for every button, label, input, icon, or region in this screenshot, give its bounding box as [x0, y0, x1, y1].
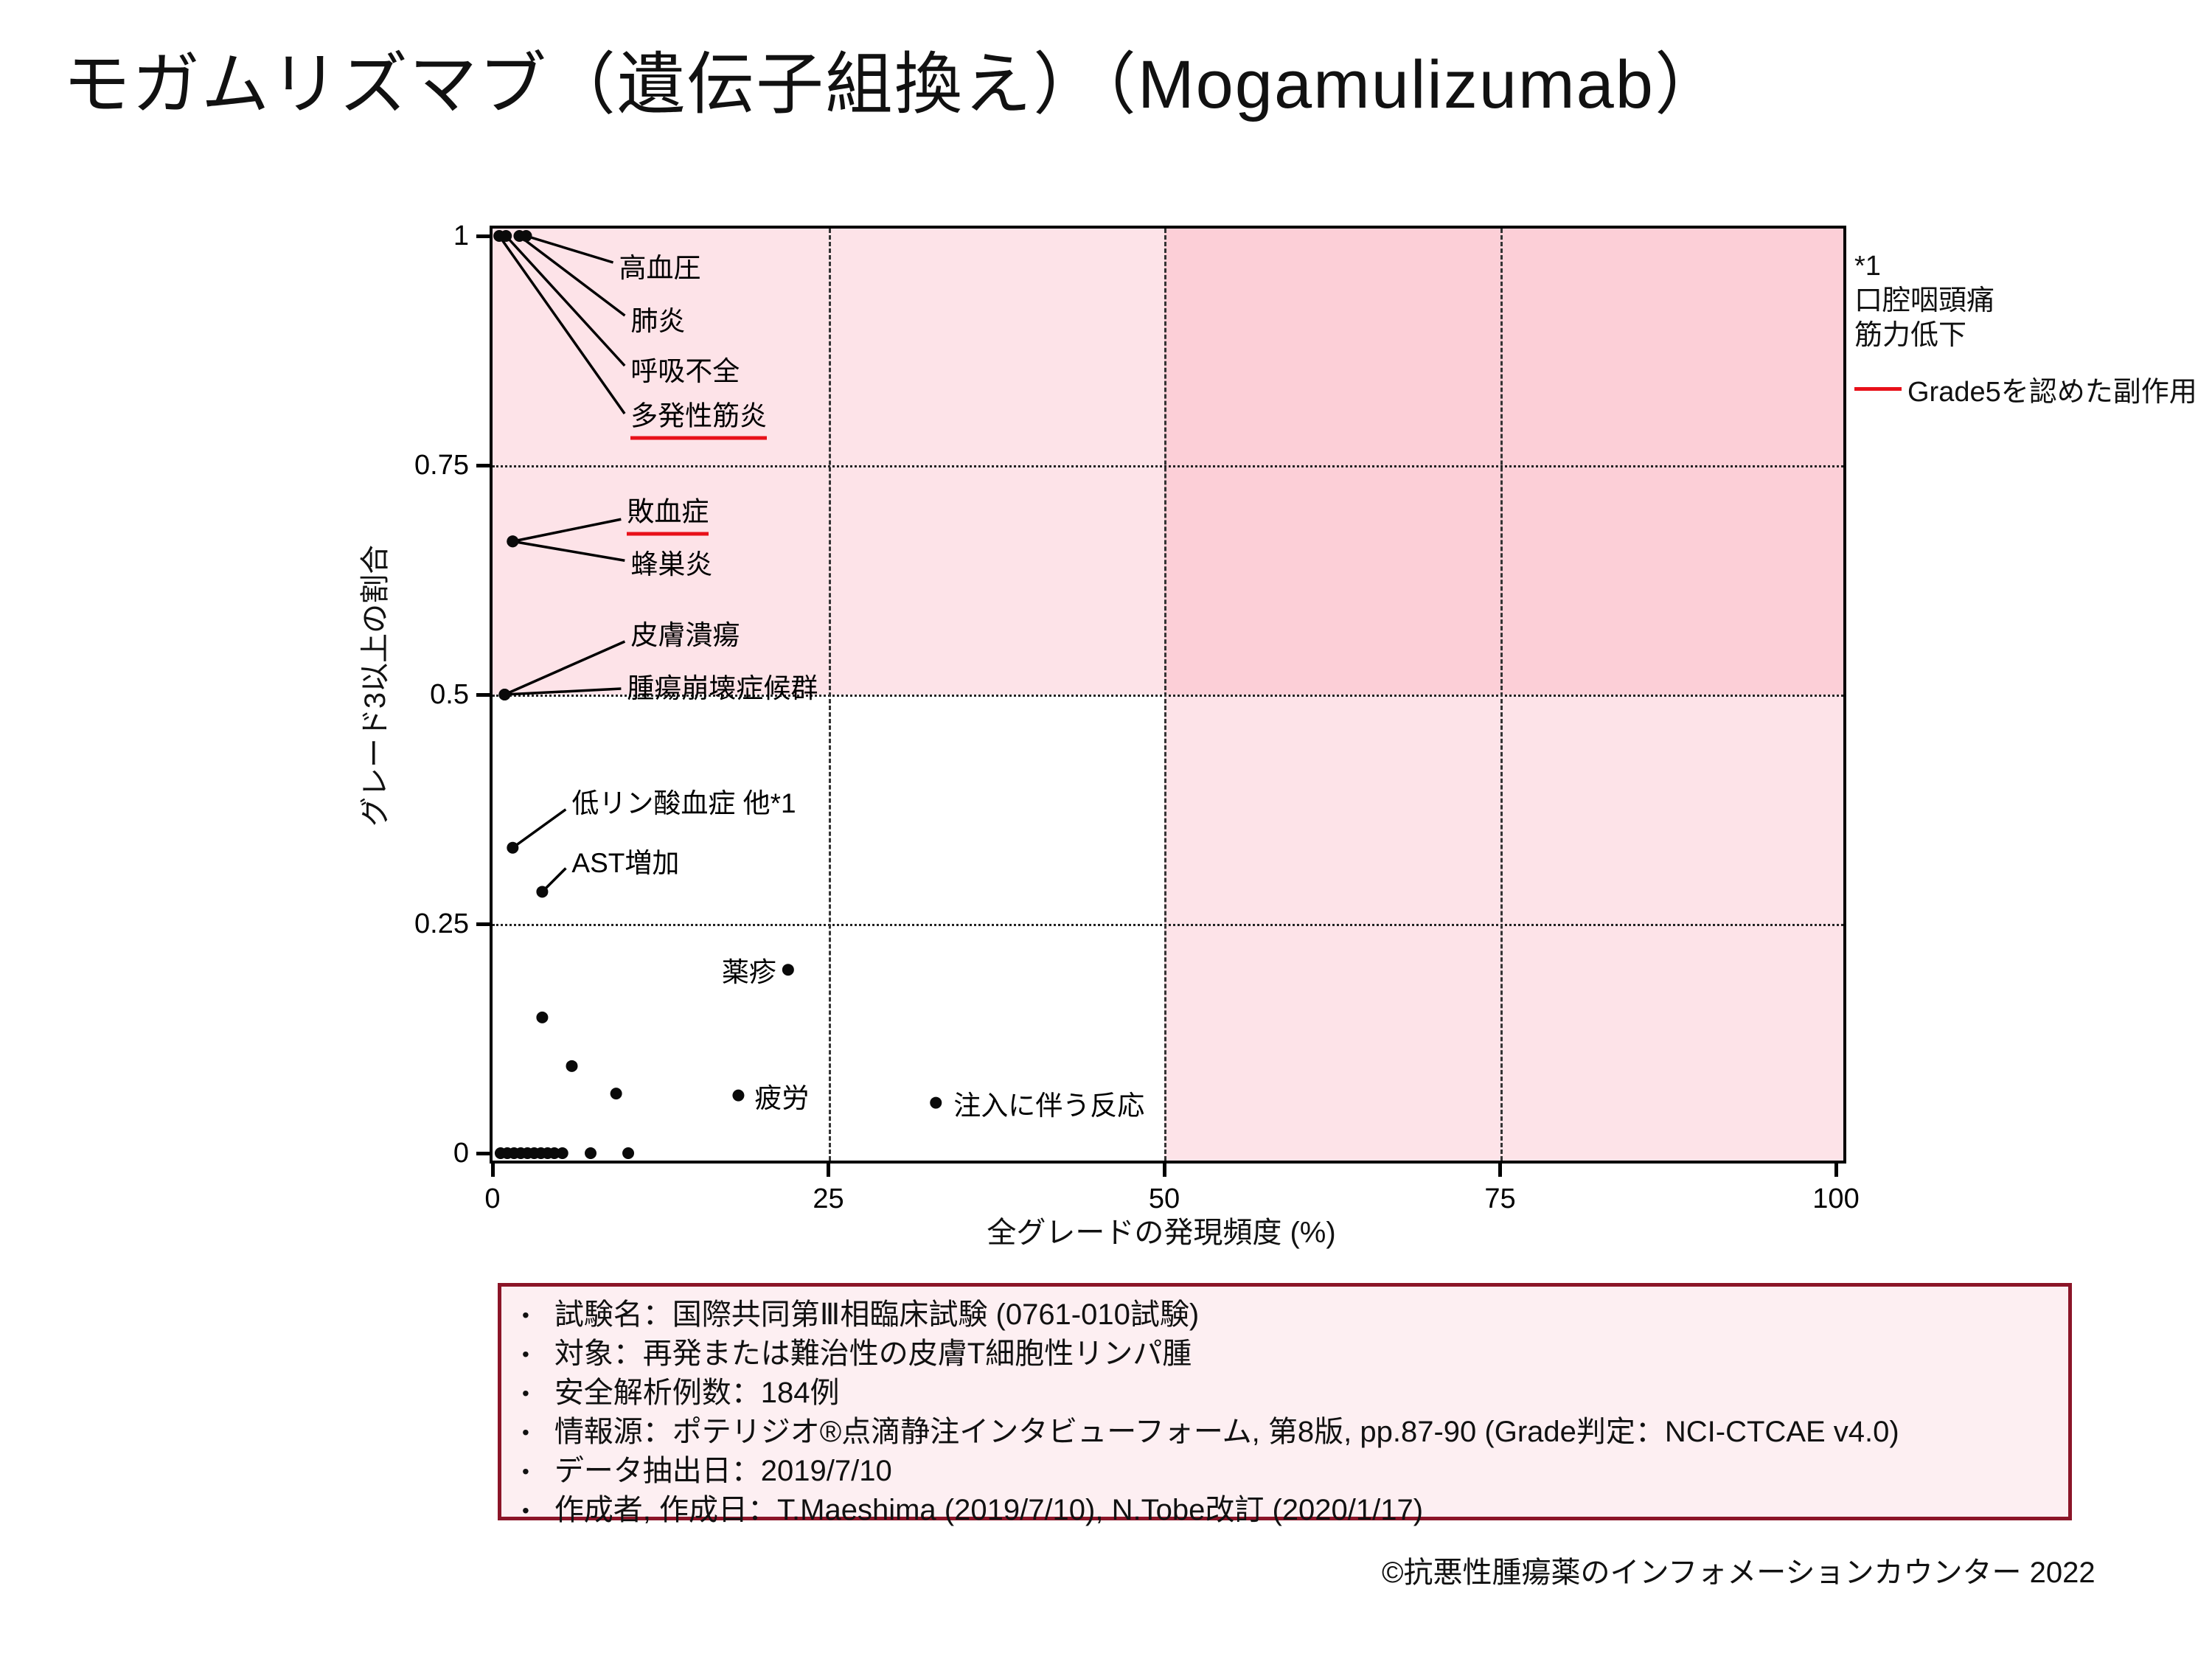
data-point-cellulitis — [507, 535, 519, 548]
info-item-subjects: 対象：再発または難治性の皮膚T細胞性リンパ腫 — [516, 1335, 2053, 1374]
point-label-fatigue: 疲労 — [754, 1082, 810, 1113]
leader-line-skin-ulcer — [504, 640, 626, 696]
point-label-hypophosphatemia: 低リン酸血症 他*1 — [571, 787, 796, 818]
study-info-list: 試験名：国際共同第Ⅲ相臨床試験 (0761-010試験) 対象：再発または難治性… — [501, 1295, 2068, 1530]
y-tick-0 — [476, 1151, 490, 1155]
data-point-pneumonia — [513, 230, 526, 242]
x-tick-label-50: 50 — [1148, 1183, 1180, 1214]
info-item-study-name: 試験名：国際共同第Ⅲ相臨床試験 (0761-010試験) — [516, 1295, 2053, 1335]
leader-line-polymyositis — [498, 234, 626, 415]
info-item-text: データ抽出日：2019/7/10 — [554, 1455, 892, 1487]
x-tick-25 — [827, 1164, 830, 1177]
x-tick-75 — [1498, 1164, 1502, 1177]
footnote-line-2: 筋力低下 — [1854, 320, 1967, 351]
x-tick-50 — [1162, 1164, 1166, 1177]
leader-line-pneumonia — [518, 234, 626, 317]
data-point-unlabeled-1 — [536, 1011, 549, 1023]
x-axis-title: 全グレードの発現頻度 (%) — [987, 1217, 1336, 1249]
risk-zone-upper-right — [1164, 229, 1843, 695]
v-gridline-75 — [1500, 229, 1503, 1161]
data-point-fatigue — [732, 1089, 745, 1102]
x-tick-label-100: 100 — [1812, 1183, 1860, 1214]
point-label-ast-increased: AST増加 — [571, 848, 680, 879]
info-item-text: 情報源：ポテリジオ®点滴静注インタビューフォーム, 第8版, pp.87-90 … — [554, 1416, 1899, 1448]
footnote-line-1: 口腔咽頭痛 — [1854, 285, 1995, 316]
leader-line-hypertension — [526, 234, 614, 264]
data-point-tumor-lysis-syndrome — [498, 689, 511, 700]
info-item-author: 作成者, 作成日：T.Maeshima (2019/7/10), N.Tobe改… — [516, 1491, 2053, 1530]
v-gridline-25 — [828, 229, 831, 1161]
footnote-block: *1 口腔咽頭痛 筋力低下 — [1854, 249, 1994, 353]
scatter-svg — [493, 230, 942, 1159]
point-label-hypertension: 高血圧 — [619, 253, 701, 283]
data-point-ast-increased — [536, 886, 549, 898]
y-tick-1 — [476, 234, 490, 238]
data-point-zero-9 — [548, 1147, 560, 1159]
y-tick-0.25 — [476, 922, 490, 926]
info-item-text: 対象：再発または難治性の皮膚T細胞性リンパ腫 — [554, 1338, 1192, 1370]
y-tick-label-0.25: 0.25 — [414, 908, 469, 939]
x-tick-label-75: 75 — [1484, 1183, 1516, 1214]
data-point-zero-11 — [585, 1147, 597, 1159]
point-label-infusion-reaction: 注入に伴う反応 — [953, 1090, 1145, 1121]
y-tick-0.75 — [476, 463, 490, 467]
point-label-sepsis: 敗血症 — [627, 490, 709, 536]
y-tick-label-0.75: 0.75 — [414, 450, 469, 481]
point-label-drug-eruption: 薬疹 — [721, 957, 776, 988]
x-tick-100 — [1834, 1164, 1838, 1177]
data-point-polymyositis — [493, 230, 506, 242]
legend-label: Grade5を認めた副作用 — [1907, 377, 2197, 408]
data-point-unlabeled-3 — [610, 1088, 622, 1100]
info-item-source: 情報源：ポテリジオ®点滴静注インタビューフォーム, 第8版, pp.87-90 … — [516, 1413, 2053, 1452]
y-tick-label-0: 0 — [453, 1138, 469, 1169]
point-label-pneumonia: 肺炎 — [630, 306, 686, 336]
v-gridline-50 — [1164, 229, 1166, 1161]
h-gridline-0.75 — [493, 465, 1843, 467]
footnote-marker: *1 — [1854, 251, 1881, 282]
h-gridline-0.25 — [493, 924, 1843, 926]
data-point-hypophosphatemia — [507, 841, 519, 854]
data-point-unlabeled-2 — [566, 1060, 578, 1072]
x-tick-label-25: 25 — [813, 1183, 844, 1214]
leader-line-cellulitis — [512, 540, 625, 562]
y-tick-label-0.5: 0.5 — [430, 679, 469, 710]
point-label-cellulitis: 蜂巣炎 — [630, 549, 713, 580]
y-tick-0.5 — [476, 692, 490, 697]
point-label-polymyositis: 多発性筋炎 — [630, 394, 768, 440]
x-tick-0 — [490, 1164, 495, 1177]
page-title: モガムリズマブ（遺伝子組換え）（Mogamulizumab） — [63, 47, 1724, 122]
scatter-plot-area: 高血圧肺炎呼吸不全多発性筋炎敗血症蜂巣炎皮膚潰瘍腫瘍崩壊症候群低リン酸血症 他*… — [490, 226, 1846, 1164]
point-label-skin-ulcer: 皮膚潰瘍 — [630, 620, 740, 650]
info-item-extract-date: データ抽出日：2019/7/10 — [516, 1452, 2053, 1491]
point-label-respiratory-failure: 呼吸不全 — [630, 356, 740, 386]
y-tick-label-1: 1 — [453, 220, 469, 251]
leader-line-hypophosphatemia — [512, 808, 567, 849]
risk-zone-lower-right — [1164, 695, 1843, 1161]
grade5-line-swatch — [1854, 387, 1902, 391]
data-point-zero-12 — [622, 1147, 635, 1159]
info-item-text: 安全解析例数：184例 — [554, 1377, 840, 1409]
study-info-box: 試験名：国際共同第Ⅲ相臨床試験 (0761-010試験) 対象：再発または難治性… — [498, 1283, 2072, 1526]
info-item-safety-n: 安全解析例数：184例 — [516, 1374, 2053, 1413]
data-point-infusion-reaction — [930, 1096, 942, 1109]
leader-line-sepsis — [512, 518, 622, 543]
point-label-tumor-lysis-syndrome: 腫瘍崩壊症候群 — [627, 673, 818, 703]
legend: Grade5を認めた副作用 — [1854, 369, 2197, 409]
x-tick-label-0: 0 — [484, 1183, 501, 1214]
data-point-drug-eruption — [782, 964, 794, 976]
info-item-text: 試験名：国際共同第Ⅲ相臨床試験 (0761-010試験) — [554, 1298, 1200, 1331]
h-gridline-0.5 — [493, 695, 1843, 697]
data-point-zero-10 — [556, 1147, 568, 1159]
leader-line-respiratory-failure — [504, 234, 626, 367]
info-item-text: 作成者, 作成日：T.Maeshima (2019/7/10), N.Tobe改… — [554, 1494, 1424, 1526]
leader-line-tumor-lysis-syndrome — [504, 687, 622, 696]
copyright: ©抗悪性腫瘍薬のインフォメーションカウンター 2022 — [1382, 1557, 2096, 1589]
